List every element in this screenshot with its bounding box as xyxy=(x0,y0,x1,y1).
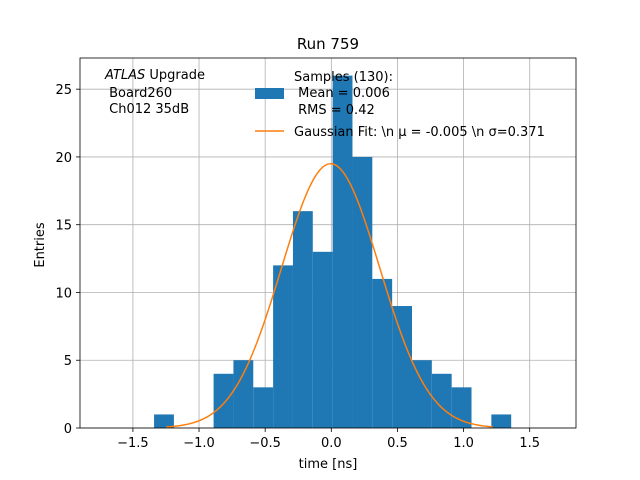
atlas-annotation: ATLAS Upgrade Board260 Ch012 35dB xyxy=(104,68,205,117)
gaussian-fit-curve xyxy=(165,162,493,428)
histogram-bar xyxy=(392,306,412,428)
histogram-bar xyxy=(332,75,353,428)
y-tick-label: 5 xyxy=(64,354,72,369)
x-tick-label: −1.0 xyxy=(183,436,215,451)
legend-hist-line-1: Samples (130): xyxy=(294,70,393,85)
y-tick-label: 10 xyxy=(55,286,72,301)
axis-ticks: −1.5 −1.0 −0.5 0.0 0.5 1.0 1.5 0 5 10 15 20 25 xyxy=(55,83,540,451)
y-tick-label: 15 xyxy=(55,219,72,234)
x-tick-label: 1.5 xyxy=(519,436,540,451)
annotation-upgrade: Upgrade xyxy=(145,68,205,83)
plot-title: Run 759 xyxy=(297,35,359,53)
histogram-bar xyxy=(273,265,293,428)
legend-hist-line-3: RMS = 0.42 xyxy=(294,103,375,118)
legend-hist-swatch xyxy=(255,88,284,99)
y-axis-label: Entries xyxy=(33,222,48,268)
histogram-bar xyxy=(451,387,472,428)
histogram-bar xyxy=(292,211,313,428)
legend-hist-line-2: Mean = 0.006 xyxy=(294,86,390,101)
annotation-line-2: Board260 xyxy=(105,86,172,101)
x-tick-label: −1.5 xyxy=(117,436,149,451)
annotation-line-3: Ch012 35dB xyxy=(105,102,189,117)
y-tick-label: 0 xyxy=(64,422,72,437)
histogram-bar xyxy=(154,414,174,428)
histogram-bar xyxy=(312,251,333,428)
histogram-bar xyxy=(431,373,452,428)
x-tick-label: −0.5 xyxy=(249,436,281,451)
x-tick-label: 1.0 xyxy=(453,436,474,451)
legend-fit-label: Gaussian Fit: \n μ = -0.005 \n σ=0.371 xyxy=(294,125,545,140)
y-tick-label: 25 xyxy=(55,83,72,98)
histogram-bar xyxy=(491,414,512,428)
histogram-bar xyxy=(253,387,274,428)
annotation-atlas: ATLAS xyxy=(104,68,145,83)
x-tick-label: 0.0 xyxy=(321,436,342,451)
x-tick-label: 0.5 xyxy=(387,436,408,451)
histogram-bar xyxy=(233,360,254,428)
histogram-bar xyxy=(372,278,393,428)
histogram-bar xyxy=(411,360,432,428)
legend: Samples (130): Mean = 0.006 RMS = 0.42 G… xyxy=(255,70,545,140)
annotation-line-1: ATLAS Upgrade xyxy=(104,68,205,83)
histogram-bar xyxy=(213,373,234,428)
y-tick-label: 20 xyxy=(55,151,72,166)
plot-frame xyxy=(79,57,577,429)
x-axis-label: time [ns] xyxy=(299,457,358,472)
histogram-bar xyxy=(352,156,373,428)
